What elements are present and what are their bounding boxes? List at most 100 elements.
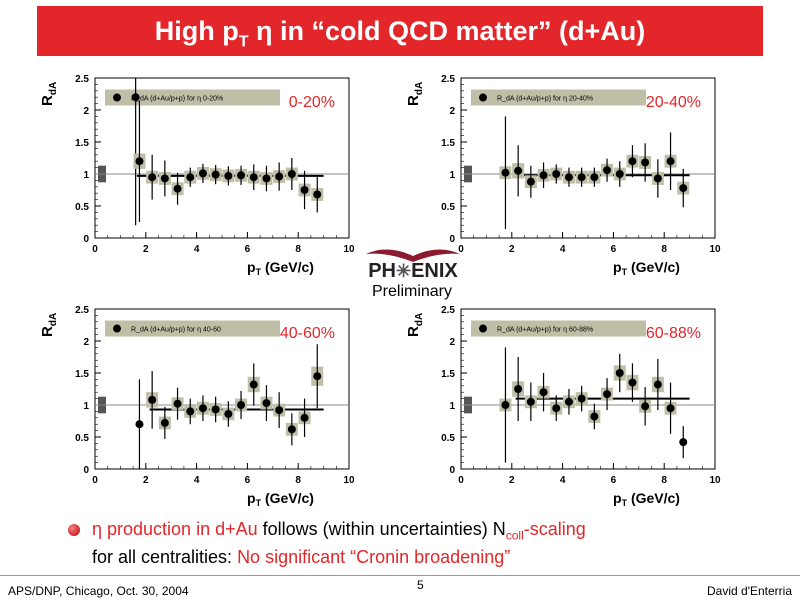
data-point	[679, 438, 688, 447]
legend-label: R_dA (d+Au/p+p) for η 40-60	[131, 327, 221, 334]
phenix-star-icon: ✳	[396, 261, 412, 281]
legend-marker	[479, 324, 487, 333]
data-point	[300, 186, 309, 194]
y-tick-label: 2	[449, 337, 455, 348]
data-point	[173, 184, 182, 193]
y-tick-label: 1	[449, 401, 455, 412]
data-point	[224, 409, 233, 418]
data-point	[653, 380, 662, 389]
data-point	[526, 397, 535, 406]
y-tick-label: 2	[83, 106, 89, 117]
data-point	[539, 388, 548, 397]
x-tick-label: 0	[458, 475, 464, 486]
centrality-label: 20-40%	[646, 94, 701, 111]
data-point	[514, 385, 523, 393]
y-tick-label: 0.5	[75, 433, 89, 444]
chart-panel-40-60: 0 0.5 1 1.5 2 2.5 0 2 4 6 8 10 RdA pT (GeV/c) R_dA (d+…	[39, 305, 355, 508]
data-point	[666, 404, 675, 413]
y-tick-label: 1.5	[75, 369, 89, 380]
data-point	[501, 168, 510, 177]
x-tick-label: 10	[343, 244, 355, 255]
x-tick-label: 2	[509, 475, 515, 486]
phenix-wings-icon	[366, 249, 460, 262]
data-point	[577, 394, 586, 403]
x-tick-label: 4	[560, 244, 566, 255]
data-point	[514, 166, 523, 175]
x-axis-label: pT (GeV/c)	[613, 259, 680, 277]
data-point	[262, 399, 271, 408]
y-tick-label: 1	[449, 170, 455, 181]
data-point	[186, 173, 195, 182]
data-point	[615, 170, 624, 178]
data-point	[577, 173, 586, 182]
x-tick-label: 10	[709, 244, 721, 255]
data-point	[679, 184, 688, 193]
y-axis-label: RdA	[39, 313, 59, 337]
data-point	[224, 171, 233, 180]
x-tick-label: 6	[245, 475, 251, 486]
y-axis-label: RdA	[405, 313, 425, 337]
legend-label: R_dA (d+Au/p+p) for η 0-20%	[131, 96, 223, 103]
x-axis-label: pT (GeV/c)	[247, 259, 314, 277]
x-tick-label: 4	[560, 475, 566, 486]
chart-panel-60-88: 0 0.5 1 1.5 2 2.5 0 2 4 6 8 10 RdA pT (GeV/c) R_dA (d+…	[405, 305, 721, 508]
legend-marker	[113, 324, 121, 333]
x-tick-label: 4	[194, 475, 200, 486]
data-point	[275, 172, 284, 181]
chart-panel-0-20: 0 0.5 1 1.5 2 2.5 0 2 4 6 8 10 RdA pT (GeV/c) R_dA (d+…	[39, 74, 355, 277]
legend-box	[105, 320, 280, 337]
data-point	[148, 395, 157, 404]
y-tick-label: 1.5	[75, 138, 89, 149]
y-tick-label: 0	[83, 234, 89, 245]
footer-left: APS/DNP, Chicago, Oct. 30, 2004	[8, 584, 189, 598]
x-tick-label: 0	[458, 244, 464, 255]
x-tick-label: 8	[661, 475, 667, 486]
y-axis-label: RdA	[405, 82, 425, 106]
data-point	[590, 173, 599, 182]
y-axis-label: RdA	[39, 82, 59, 106]
data-point	[287, 425, 296, 434]
legend-box	[471, 320, 646, 337]
legend-label: R_dA (d+Au/p+p) for η 60-88%	[497, 327, 593, 334]
data-point	[249, 173, 258, 182]
data-point	[198, 404, 207, 413]
y-tick-label: 2.5	[441, 74, 455, 85]
data-point	[160, 418, 169, 427]
data-point	[173, 399, 182, 408]
data-point	[666, 157, 675, 166]
y-tick-label: 1.5	[441, 138, 455, 149]
data-point	[135, 157, 144, 166]
data-point	[590, 412, 599, 421]
y-tick-label: 1.5	[441, 369, 455, 380]
data-point	[526, 177, 535, 186]
data-point	[539, 171, 548, 180]
data-point	[300, 413, 309, 422]
y-tick-label: 2.5	[75, 74, 89, 85]
x-tick-label: 0	[92, 475, 98, 486]
data-point	[603, 390, 612, 399]
data-point	[501, 401, 510, 409]
y-tick-label: 2	[449, 106, 455, 117]
x-tick-label: 4	[194, 244, 200, 255]
centrality-label: 0-20%	[289, 94, 335, 111]
x-tick-label: 10	[343, 475, 355, 486]
data-point	[552, 404, 561, 413]
legend-marker	[479, 93, 487, 102]
y-tick-label: 2	[83, 337, 89, 348]
legend-marker	[113, 93, 121, 102]
y-tick-label: 1	[83, 170, 89, 181]
bullet-line-2: for all centralities: No significant “Cr…	[92, 547, 511, 567]
data-point	[552, 170, 561, 178]
x-tick-label: 2	[143, 475, 149, 486]
x-axis-label: pT (GeV/c)	[247, 490, 314, 508]
data-point	[249, 380, 258, 389]
data-point	[135, 420, 144, 429]
y-tick-label: 0	[449, 234, 455, 245]
legend-box	[471, 89, 646, 106]
x-tick-label: 2	[509, 244, 515, 255]
legend-box	[105, 89, 280, 106]
x-tick-label: 6	[611, 475, 617, 486]
data-point	[186, 407, 195, 416]
x-tick-label: 2	[143, 244, 149, 255]
logo-text-right: ENIX	[411, 260, 458, 282]
